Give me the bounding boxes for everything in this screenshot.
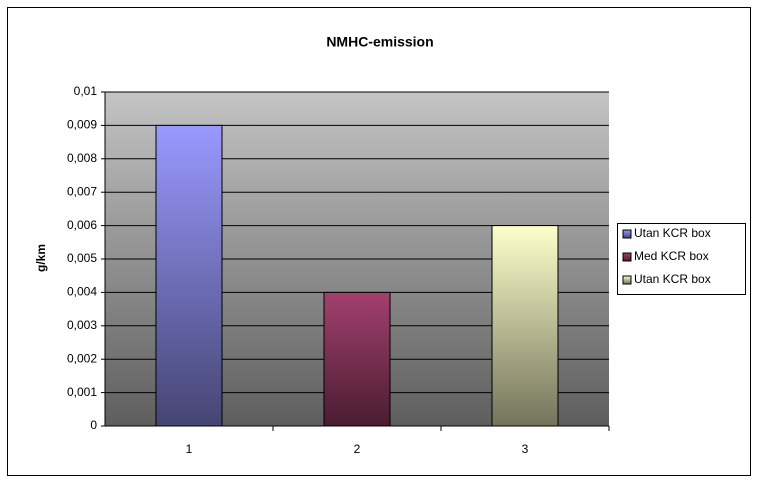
- y-tick-label: 0,008: [67, 151, 97, 165]
- y-tick-label: 0,002: [67, 351, 97, 365]
- legend-label: Med KCR box: [634, 249, 709, 263]
- bar: [323, 291, 391, 427]
- chart-title: NMHC-emission: [326, 34, 433, 50]
- y-tick-label: 0,001: [67, 385, 97, 399]
- y-tick-label: 0,005: [67, 251, 97, 265]
- y-tick-label: 0,01: [74, 84, 98, 98]
- legend-label: Utan KCR box: [634, 272, 711, 286]
- x-tick-label: 1: [186, 442, 193, 456]
- x-tick-label: 2: [354, 442, 361, 456]
- y-tick-label: 0,003: [67, 318, 97, 332]
- y-tick-label: 0,007: [67, 184, 97, 198]
- y-tick-label: 0: [90, 418, 97, 432]
- legend-swatch: [622, 229, 632, 239]
- legend-swatch: [622, 275, 632, 285]
- legend-swatch: [622, 252, 632, 262]
- legend: [617, 223, 746, 295]
- y-tick-label: 0,004: [67, 285, 97, 299]
- bar: [491, 225, 559, 427]
- y-tick-label: 0,006: [67, 218, 97, 232]
- y-axis-label: g/km: [34, 244, 48, 272]
- bar: [155, 124, 223, 427]
- y-tick-label: 0,009: [67, 118, 97, 132]
- x-tick-label: 3: [522, 442, 529, 456]
- legend-label: Utan KCR box: [634, 226, 711, 240]
